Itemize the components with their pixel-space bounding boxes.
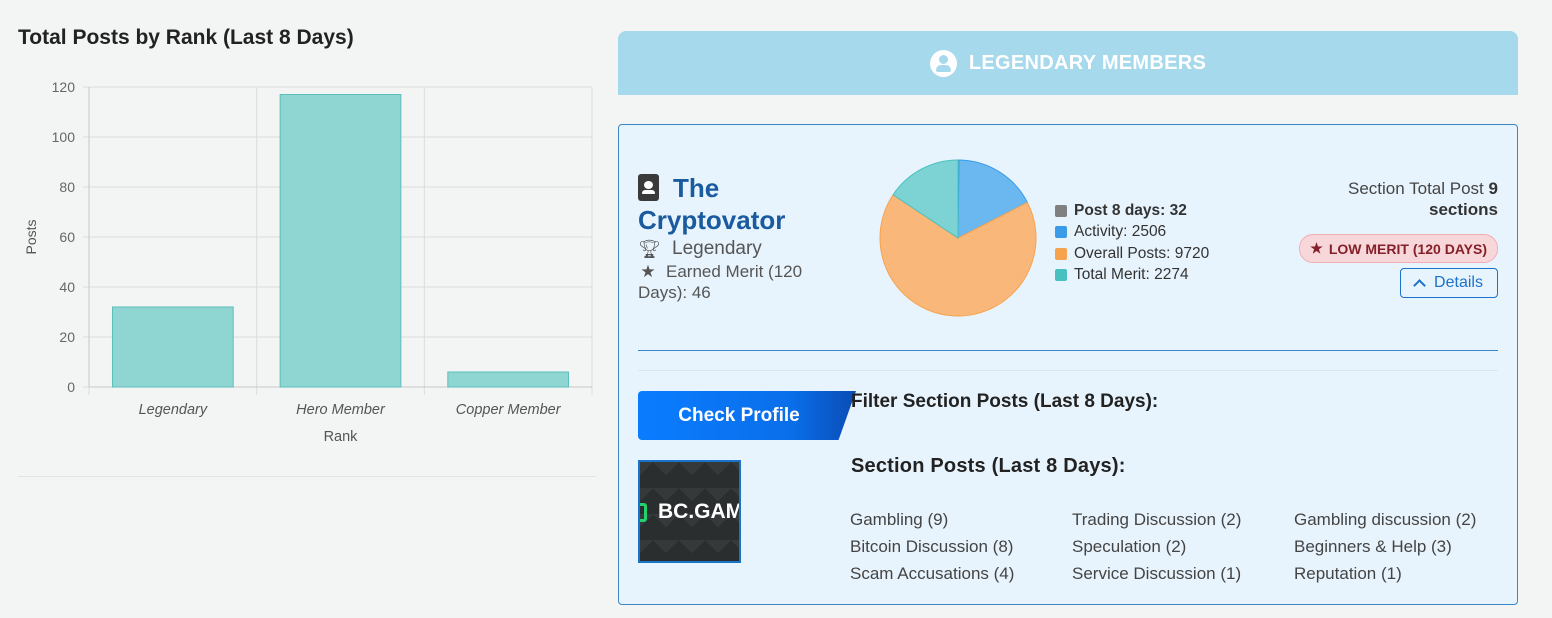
- member-pie-chart: [879, 159, 1037, 317]
- legend-label: Overall Posts: 9720: [1074, 244, 1210, 262]
- section-post-item[interactable]: Reputation (1): [1294, 564, 1402, 583]
- member-rank: Legendary: [672, 238, 762, 259]
- section-post-item[interactable]: Beginners & Help (3): [1294, 537, 1452, 556]
- member-name-first[interactable]: The: [673, 173, 720, 203]
- y-tick-label: 60: [59, 229, 75, 245]
- details-label: Details: [1434, 274, 1483, 291]
- id-badge-icon: [638, 174, 659, 201]
- pie-slice[interactable]: [892, 159, 959, 239]
- legend-label: Total Merit: 2274: [1074, 266, 1189, 284]
- member-merit: Earned Merit (120 Days): 46: [638, 262, 803, 302]
- low-merit-badge: ★ LOW MERIT (120 DAYS): [1299, 234, 1498, 263]
- chart-panel: Total Posts by Rank (Last 8 Days) 0 20 40 6…: [18, 24, 596, 477]
- details-button[interactable]: Details: [1400, 268, 1498, 298]
- bar[interactable]: [111, 306, 234, 388]
- y-tick-label: 20: [59, 329, 75, 345]
- bar-chart: 0 20 40 60 80 100 120 Legendary Hero Member Coppe…: [23, 79, 593, 445]
- bar[interactable]: [447, 371, 570, 388]
- legend-swatch: [1055, 247, 1067, 260]
- section-total-prefix: Section Total Post: [1348, 179, 1484, 198]
- x-tick-label: Hero Member: [296, 402, 386, 418]
- y-axis-label: Posts: [23, 219, 39, 254]
- star-icon: ★: [1310, 240, 1323, 256]
- bar[interactable]: [279, 94, 402, 388]
- section-total-count: 9: [1488, 179, 1498, 198]
- bc-game-logo[interactable]: BC.GAM: [638, 460, 741, 563]
- trophy-icon: 🏆︎: [638, 239, 661, 259]
- member-info: The Cryptovator 🏆︎ Legendary ★ Earned Mer…: [638, 172, 838, 303]
- section-posts-title: Section Posts (Last 8 Days):: [851, 455, 1126, 477]
- y-tick-label: 120: [52, 79, 76, 95]
- pie-legend-item[interactable]: Total Merit: 2274: [1055, 265, 1209, 287]
- section-post-item[interactable]: Gambling (9): [850, 510, 949, 529]
- pie-legend-item[interactable]: Activity: 2506: [1055, 222, 1209, 244]
- x-axis-label: Rank: [324, 429, 359, 445]
- y-tick-label: 100: [52, 129, 76, 145]
- member-name-second[interactable]: Cryptovator: [638, 205, 786, 235]
- legend-swatch: [1055, 269, 1067, 282]
- x-tick-label: Legendary: [139, 402, 208, 418]
- section-post-item[interactable]: Gambling discussion (2): [1294, 510, 1477, 529]
- section-header-title: LEGENDARY MEMBERS: [968, 51, 1207, 74]
- legend-swatch: [1055, 226, 1067, 239]
- pie-slice[interactable]: [957, 159, 1029, 239]
- member-card: The Cryptovator 🏆︎ Legendary ★ Earned Mer…: [618, 124, 1518, 605]
- section-post-item[interactable]: Scam Accusations (4): [850, 564, 1015, 583]
- legend-label: Post 8 days: 32: [1074, 201, 1187, 219]
- divider: [638, 370, 1498, 371]
- section-posts-list: Gambling (9) Trading Discussion (2) Gambli…: [850, 509, 1510, 585]
- check-profile-button[interactable]: Check Profile: [638, 391, 856, 440]
- y-tick-label: 40: [59, 279, 75, 295]
- y-tick-label: 0: [67, 379, 75, 395]
- section-total: Section Total Post 9 sections: [1348, 178, 1498, 220]
- section-post-item[interactable]: Service Discussion (1): [1072, 564, 1242, 583]
- pie-legend-item[interactable]: Post 8 days: 32: [1055, 200, 1209, 222]
- section-header: LEGENDARY MEMBERS: [618, 31, 1518, 95]
- section-post-item[interactable]: Trading Discussion (2): [1072, 510, 1242, 529]
- chart-title: Total Posts by Rank (Last 8 Days): [18, 26, 354, 49]
- star-icon: ★: [640, 262, 656, 281]
- user-circle-icon: [929, 49, 957, 77]
- legend-label: Activity: 2506: [1074, 223, 1167, 241]
- divider: [638, 350, 1498, 351]
- section-post-item[interactable]: Bitcoin Discussion (8): [850, 537, 1014, 556]
- logo-text: BC.GAM: [658, 500, 741, 523]
- legend-swatch: [1055, 204, 1067, 217]
- chevron-up-icon: [1413, 279, 1426, 292]
- pie-legend-item[interactable]: Overall Posts: 9720: [1055, 243, 1209, 265]
- pie-slice[interactable]: [879, 194, 1037, 317]
- y-tick-label: 80: [59, 179, 75, 195]
- low-merit-label: LOW MERIT (120 DAYS): [1328, 240, 1487, 257]
- section-total-suffix: sections: [1429, 200, 1498, 219]
- section-post-item[interactable]: Speculation (2): [1072, 537, 1187, 556]
- pie-legend: Post 8 days: 32 Activity: 2506 Overall Pos…: [1055, 200, 1209, 286]
- filter-title: Filter Section Posts (Last 8 Days):: [851, 391, 1159, 412]
- x-tick-label: Copper Member: [456, 402, 562, 418]
